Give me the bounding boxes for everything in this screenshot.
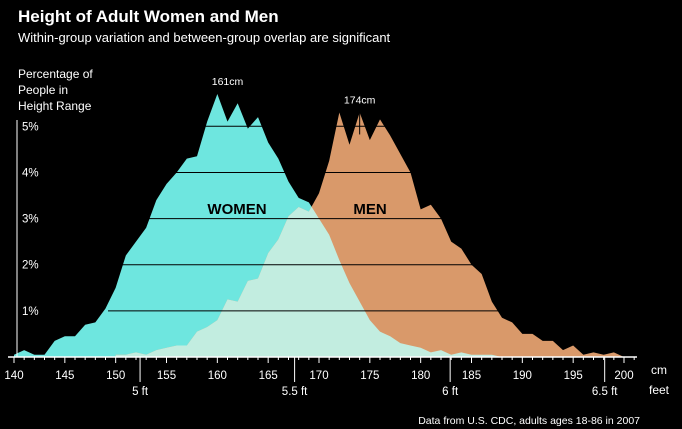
y-axis-label-line-3: Height Range (18, 99, 92, 113)
x-tick-label-feet: 6.5 ft (592, 386, 618, 398)
gridlines (108, 125, 500, 312)
x-tick-label-cm: 155 (157, 370, 176, 382)
women-area (14, 94, 502, 357)
x-tick-label-feet: 6 ft (442, 386, 459, 398)
x-tick-label-cm: 165 (259, 370, 278, 382)
y-axis-label-line-2: People in (18, 83, 68, 97)
x-tick-label-cm: 190 (513, 370, 532, 382)
series-label-men: MEN (353, 201, 386, 218)
x-tick-label-cm: 180 (411, 370, 430, 382)
y-axis-label-line-1: Percentage of (18, 67, 93, 81)
chart-title: Height of Adult Women and Men (18, 7, 279, 26)
y-tick-label: 4% (22, 167, 39, 179)
x-axis-unit-feet: feet (649, 383, 670, 397)
x-tick-label-cm: 140 (4, 370, 23, 382)
x-axis-unit-cm: cm (651, 363, 667, 377)
y-axis-ticks: 1% 2% 3% 4% 5% (22, 121, 39, 318)
x-tick-label-cm: 150 (106, 370, 125, 382)
peak-annotations: 161cm 174cm (212, 76, 376, 135)
annotation-label: 161cm (212, 76, 244, 88)
y-tick-label: 1% (22, 306, 39, 318)
chart-subtitle: Within-group variation and between-group… (18, 30, 391, 45)
x-tick-label-cm: 145 (55, 370, 74, 382)
series-label-women: WOMEN (207, 201, 266, 218)
y-tick-label: 2% (22, 260, 39, 272)
y-tick-label: 3% (22, 214, 39, 226)
annotation-label: 174cm (344, 94, 376, 106)
x-axis-ticks: 140 145 150 155 160 165 170 175 180 185 190 195 200 5… (4, 357, 635, 398)
x-tick-label-cm: 175 (360, 370, 379, 382)
x-tick-label-cm: 170 (309, 370, 328, 382)
x-tick-label-feet: 5 ft (132, 386, 149, 398)
source-note: Data from U.S. CDC, adults ages 18-86 in… (418, 415, 640, 427)
x-tick-label-feet: 5.5 ft (282, 386, 308, 398)
x-tick-label-cm: 185 (462, 370, 481, 382)
x-tick-label-cm: 195 (564, 370, 583, 382)
y-tick-label: 5% (22, 121, 39, 133)
x-tick-label-cm: 200 (614, 370, 633, 382)
x-tick-label-cm: 160 (208, 370, 227, 382)
